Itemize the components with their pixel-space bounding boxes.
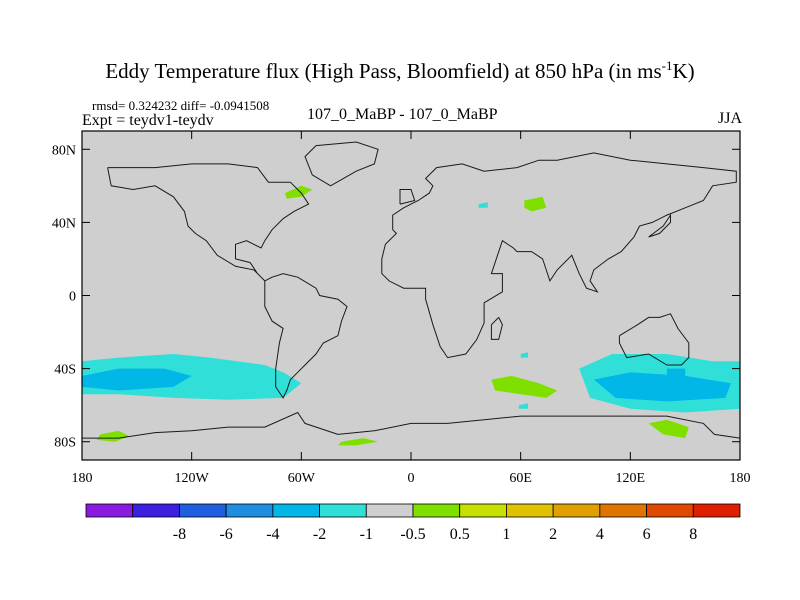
anomaly-region-12 [478,202,488,208]
anomaly-region-5 [666,368,686,384]
anomaly-region-7 [648,419,689,439]
y-tick-label-2: 40N [52,216,76,231]
colorbar-label-8: 1 [502,526,510,543]
colorbar-swatch-13 [646,503,694,518]
anomaly-region-2 [82,368,192,391]
anomaly-region-8 [96,430,130,442]
title-end: K) [672,59,695,83]
colorbar-swatch-11 [552,503,601,518]
x-tick-label-6: 120E [616,471,646,486]
anomaly-region-6 [491,375,558,398]
coastline-1 [381,152,737,359]
stats-label: rmsd= 0.324232 diff= -0.0941508 [92,98,270,113]
plot-background [82,131,740,460]
y-tick-label-1: 80N [52,143,76,158]
anomaly-region-9 [337,438,379,446]
colorbar-label-11: 6 [643,526,651,543]
colorbar-label-2: -6 [219,526,232,543]
colorbar-swatch-1 [85,503,134,518]
x-tick-label-2: 120W [175,471,210,486]
colorbar-label-5: -1 [360,526,373,543]
coastline-9 [648,213,671,238]
colorbar-swatch-7 [365,503,414,518]
colorbar-swatch-4 [225,503,274,518]
colorbar-label-3: -4 [266,526,279,543]
x-axis: 180 120W 60W 0 60E 120E 180 [72,131,751,486]
x-tick-label-4: 0 [408,471,415,486]
coastline-5 [82,411,741,439]
x-tick-label-3: 60W [288,471,316,486]
coastline-7 [490,317,503,340]
colorbar-label-10: 4 [596,526,604,543]
y-tick-label-3: 0 [69,290,76,305]
coastline-8 [399,189,416,205]
title-superscript: -1 [661,58,673,73]
coastline-6 [304,141,379,187]
colorbar-label-7: 0.5 [450,526,470,543]
colorbar-swatch-6 [319,503,367,518]
x-tick-label-5: 60E [509,471,532,486]
colorbar-swatch-8 [412,503,461,518]
colorbar-swatch-9 [459,503,507,518]
colorbar-swatch-10 [506,503,554,518]
anomaly-region-14 [520,352,528,358]
title-main: Eddy Temperature flux (High Pass, Bloomf… [105,59,662,83]
season-label: JJA [717,110,742,127]
colorbar-swatch-2 [132,503,180,518]
x-tick-label-7: 180 [730,471,751,486]
colorbar-label-12: 8 [689,526,697,543]
coastlines [82,141,741,439]
colorbar-swatch-3 [179,503,227,518]
y-tick-label-5: 80S [54,436,76,451]
colorbar-label-6: -0.5 [400,526,425,543]
colorbar-label-9: 2 [549,526,557,543]
colorbar-swatch-14 [692,503,741,518]
colorbar: -8 -6 -4 -2 -1 -0.5 0.5 1 2 4 6 8 [85,503,741,543]
colorbar-label-1: -8 [173,526,186,543]
anomaly-region-4 [593,372,731,402]
x-tick-label-1: 180 [72,471,93,486]
anomaly-regions [82,185,740,446]
y-tick-label-4: 40S [54,363,76,378]
coastline-2 [107,163,310,282]
colorbar-swatch-12 [599,503,647,518]
anomaly-region-10 [284,185,313,199]
chart-title: Eddy Temperature flux (High Pass, Bloomf… [0,58,800,84]
coastline-3 [264,273,348,399]
anomaly-region-13 [518,403,528,409]
coastline-4 [618,313,690,366]
y-axis: 80N 40N 0 40S 80S [52,143,740,451]
comparison-label: 107_0_MaBP - 107_0_MaBP [307,106,498,123]
anomaly-region-11 [524,196,547,212]
colorbar-label-4: -2 [313,526,326,543]
colorbar-swatch-5 [272,503,320,518]
experiment-label: Expt = teydv1-teydv [82,112,214,129]
